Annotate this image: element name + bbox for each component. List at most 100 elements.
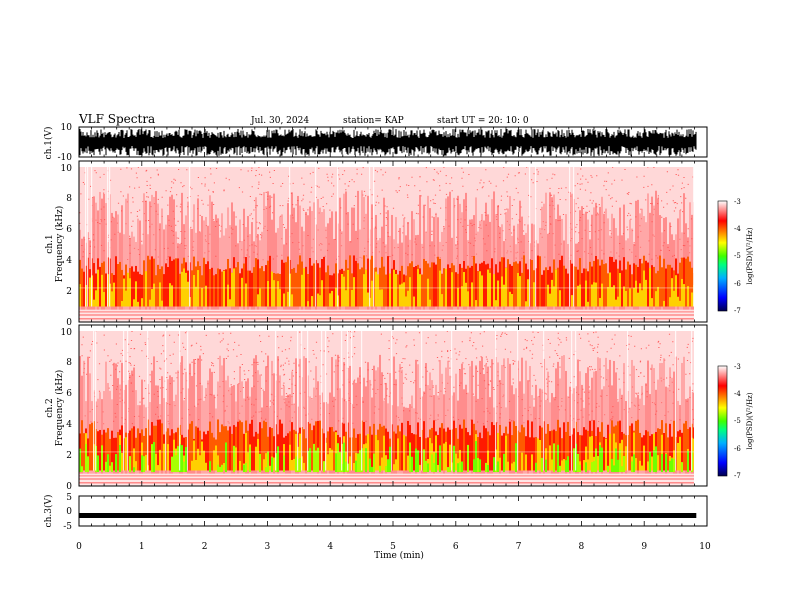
spectrogram-column [249, 270, 251, 307]
spectrogram-column [311, 210, 313, 310]
spectrogram-column [259, 453, 261, 473]
spectrogram-column [445, 367, 447, 474]
spectrogram-column [153, 283, 155, 307]
spectrogram-column [493, 274, 495, 307]
spectrogram-column [361, 190, 363, 310]
spectrogram-column [477, 458, 479, 473]
spectrogram-column [607, 286, 609, 307]
spectrogram-column [89, 277, 91, 307]
spectrogram-column [677, 296, 679, 307]
spectrogram-column [487, 450, 489, 471]
spectrogram-column [117, 431, 119, 471]
spectrogram-column [449, 268, 451, 307]
spectrogram-column [673, 270, 675, 307]
spectrogram-column [523, 255, 525, 307]
spectrogram-column [83, 271, 85, 307]
spectrogram-column [85, 443, 87, 473]
spectrogram-column [339, 452, 341, 473]
spectrogram-column [123, 234, 125, 310]
spectrogram-column [301, 274, 303, 307]
spectrogram-column [291, 192, 293, 310]
spectrogram-column [595, 370, 597, 474]
spectrogram-column [503, 284, 505, 307]
spectrogram-column [547, 424, 549, 471]
spectrogram-column [129, 456, 131, 473]
spectrogram-column [317, 199, 319, 310]
spectrogram-column [511, 385, 513, 474]
spectrogram-column [639, 283, 641, 307]
spectrogram-column [431, 380, 433, 474]
spectrogram-column [633, 454, 635, 473]
spectrogram-column [611, 420, 613, 471]
spectrogram-column [385, 382, 387, 474]
spectrogram-column [535, 384, 537, 474]
spectrogram-column [649, 451, 651, 473]
spectrogram-column [497, 362, 499, 474]
spectrogram-column [631, 228, 633, 310]
spectrogram-column [635, 458, 637, 471]
spectrogram-column [411, 456, 413, 473]
spectrogram-column [647, 193, 649, 310]
spectrogram-column [101, 198, 103, 310]
spectrogram-gap [123, 331, 125, 471]
spectrogram-column [159, 419, 161, 471]
spectrogram-column [383, 435, 385, 471]
ch3-waveform-yticks: 5 0 -5 [63, 493, 72, 532]
spectrogram-column [229, 225, 231, 310]
spectrogram-column [105, 461, 107, 473]
spectrogram-column [525, 263, 527, 307]
spectrogram-column [365, 213, 367, 310]
spectrogram-column [623, 257, 625, 307]
spectrogram-column [629, 219, 631, 310]
spectrogram-column [457, 195, 459, 310]
spectrogram-column [239, 420, 241, 471]
spectrogram-column [563, 459, 565, 471]
spectrogram-column [533, 437, 535, 471]
spectrogram-column [529, 366, 531, 474]
spectrogram-column [577, 285, 579, 307]
spectrogram-column [349, 437, 351, 471]
spectrogram-column [583, 427, 585, 471]
spectrogram-column [207, 261, 209, 307]
spectrogram-column [437, 256, 439, 307]
spectrogram-column [591, 214, 593, 310]
spectrogram-column [583, 213, 585, 310]
spectrogram-column [407, 290, 409, 307]
spectrogram-column [365, 386, 367, 474]
spectrogram-column [245, 283, 247, 307]
spectrogram-column [407, 222, 409, 310]
time-tick-label: 1 [139, 542, 145, 552]
spectrogram-column [483, 261, 485, 307]
spectrogram-column [545, 459, 547, 473]
spectrogram-column [153, 258, 155, 307]
spectrogram-column [117, 264, 119, 307]
spectrogram-column [375, 214, 377, 310]
spectrogram-column [419, 195, 421, 310]
time-tick-label: 9 [641, 542, 647, 552]
spectrogram-column [587, 459, 589, 471]
ch1-spectrogram-image [79, 167, 694, 322]
spectrogram-column [351, 289, 353, 307]
spectrogram-column [591, 462, 593, 473]
spectrogram-column [229, 268, 231, 307]
spectrogram-column [575, 266, 577, 307]
spectrogram-column [251, 222, 253, 310]
spectrogram-column [109, 438, 111, 471]
spectrogram-column [521, 216, 523, 310]
spectrogram-column [437, 434, 439, 471]
spectrogram-column [663, 358, 665, 474]
spectrogram-column [479, 360, 481, 474]
spectrogram-column [651, 196, 653, 310]
start-time-label: start UT = 20: 10: 0 [437, 116, 529, 126]
spectrogram-column [427, 463, 429, 473]
spectrogram-column [99, 266, 101, 307]
ch2-freq-tick-label: 8 [66, 358, 72, 368]
spectrogram-gap [337, 167, 339, 307]
spectrogram-column [593, 461, 595, 473]
spectrogram-column [679, 436, 681, 471]
spectrogram-column [645, 383, 647, 474]
spectrogram-column [319, 267, 321, 307]
spectrogram-column [563, 265, 565, 307]
spectrogram-column [605, 208, 607, 310]
spectrogram-column [267, 281, 269, 307]
